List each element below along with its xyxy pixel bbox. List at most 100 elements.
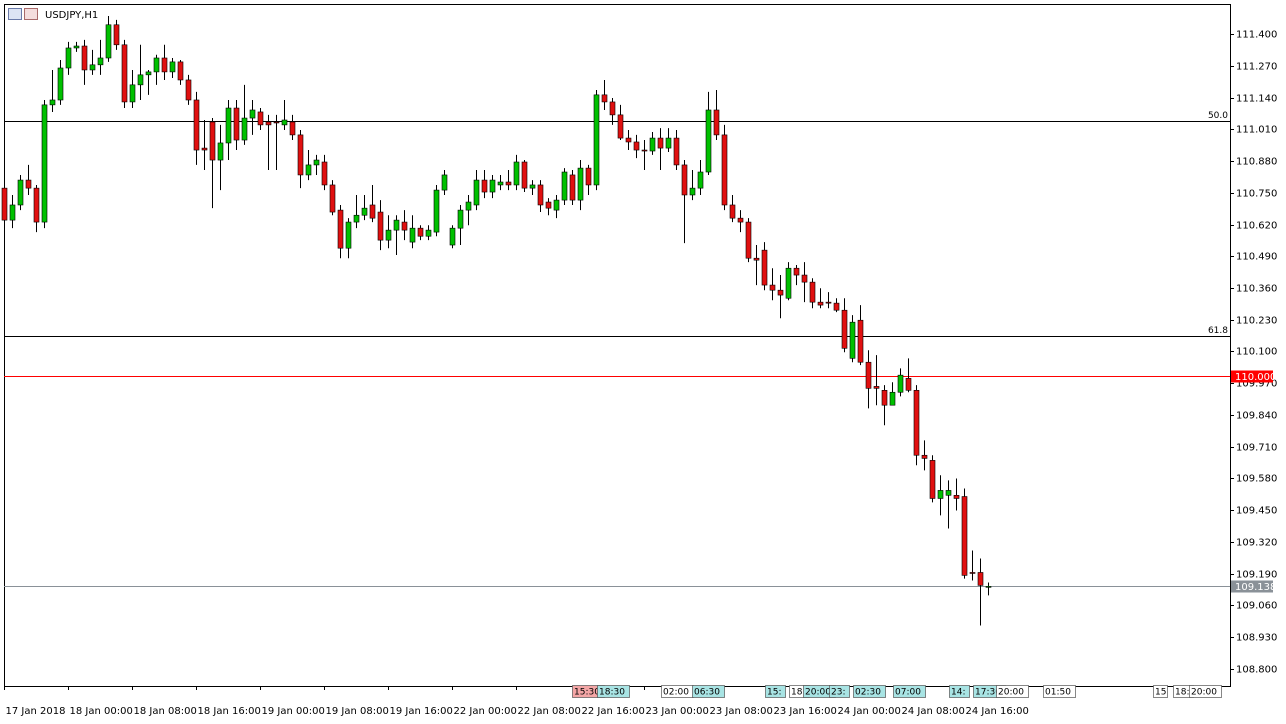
candle-body	[129, 84, 136, 103]
candle-body	[945, 490, 952, 496]
y-tick-label: 109.710	[1236, 443, 1277, 454]
candle-body	[673, 137, 680, 166]
event-label: 06:30	[694, 688, 720, 698]
candle-body	[369, 204, 376, 219]
candle-body	[201, 147, 208, 151]
event-label: 15:	[767, 688, 781, 698]
event-label: 14:	[951, 688, 965, 698]
candle-body	[681, 164, 688, 196]
candle-body	[601, 94, 608, 103]
event-marker	[1153, 685, 1168, 698]
y-tick-label: 108.800	[1236, 665, 1277, 676]
event-marker	[853, 685, 886, 698]
y-tick-label: 109.320	[1236, 538, 1277, 549]
candle-body	[961, 496, 968, 576]
level-label: 61.8	[1208, 326, 1228, 336]
candle-body	[721, 134, 728, 206]
candle-body	[481, 179, 488, 193]
candle-body	[305, 164, 312, 176]
event-marker	[996, 685, 1029, 698]
level-label: 50.0	[1208, 111, 1228, 121]
candle-body	[345, 221, 352, 249]
event-marker	[1043, 685, 1076, 698]
candle-body	[233, 107, 240, 141]
candle-body	[617, 114, 624, 139]
event-marker	[829, 685, 850, 698]
candle-body	[145, 71, 152, 76]
x-tick-label: 22 Jan 08:00	[518, 706, 581, 717]
x-tick-label: 18 Jan 00:00	[70, 706, 133, 717]
candle-body	[257, 111, 264, 126]
y-tick-label: 109.970	[1236, 379, 1277, 390]
y-tick-label: 110.490	[1236, 252, 1277, 263]
candle-body	[521, 161, 528, 189]
candle-body	[25, 179, 32, 189]
candle-body	[281, 119, 288, 126]
symbol-icon	[8, 8, 38, 20]
y-tick-label: 109.450	[1236, 506, 1277, 517]
candle-body	[769, 284, 776, 291]
candle-body	[761, 249, 768, 286]
x-tick-label: 23 Jan 08:00	[710, 706, 773, 717]
candle-body	[537, 184, 544, 206]
candle-body	[785, 267, 792, 299]
candle-body	[465, 201, 472, 211]
x-tick-label: 19 Jan 00:00	[262, 706, 325, 717]
candle-body	[65, 47, 72, 69]
price-tag-label: 109.138	[1235, 582, 1276, 593]
candle-body	[737, 217, 744, 223]
candle-body	[569, 174, 576, 201]
candle-body	[561, 171, 568, 201]
y-tick-label: 110.880	[1236, 157, 1277, 168]
candle-body	[793, 267, 800, 276]
y-tick-label: 108.930	[1236, 633, 1277, 644]
candle-body	[777, 289, 784, 296]
candle-body	[921, 454, 928, 459]
candle-body	[801, 274, 808, 283]
candle-body	[889, 391, 896, 406]
candle-body	[513, 161, 520, 186]
candle-body	[497, 181, 504, 186]
y-tick-label: 109.840	[1236, 411, 1277, 422]
y-tick-label: 111.400	[1236, 30, 1277, 41]
candle-body	[209, 121, 216, 161]
candle-body	[161, 57, 168, 73]
y-tick-label: 111.010	[1236, 125, 1277, 136]
candle-body	[409, 227, 416, 243]
x-tick-label: 19 Jan 16:00	[390, 706, 453, 717]
candle-body	[153, 57, 160, 73]
candle-body	[897, 374, 904, 393]
candle-body	[577, 167, 584, 201]
x-tick-label: 24 Jan 16:00	[966, 706, 1029, 717]
candle-body	[353, 214, 360, 223]
event-label: 20:00	[805, 688, 831, 698]
candle-body	[817, 301, 824, 306]
candle-body	[97, 57, 104, 66]
y-tick-label: 109.190	[1236, 570, 1277, 581]
candle-body	[49, 99, 56, 106]
candle-body	[425, 229, 432, 237]
candle-body	[17, 179, 24, 206]
event-label: 18:	[791, 688, 805, 698]
candle-body	[377, 211, 384, 241]
event-label: 18:	[1175, 688, 1189, 698]
candle-body	[553, 199, 560, 211]
candle-body	[529, 184, 536, 189]
candle-body	[649, 137, 656, 152]
candle-body	[33, 187, 40, 223]
candle-body	[593, 94, 600, 186]
y-tick-label: 110.100	[1236, 347, 1277, 358]
candle-body	[873, 386, 880, 389]
x-tick-label: 23 Jan 16:00	[774, 706, 837, 717]
event-marker	[949, 685, 970, 698]
candle-body	[953, 495, 960, 499]
candle-body	[849, 321, 856, 359]
event-label: 17:30	[975, 688, 1001, 698]
candle-body	[297, 134, 304, 176]
candle-body	[177, 61, 184, 81]
candle-body	[241, 117, 248, 141]
price-tag-label: 110.000	[1235, 372, 1276, 383]
candle-body	[249, 109, 256, 119]
